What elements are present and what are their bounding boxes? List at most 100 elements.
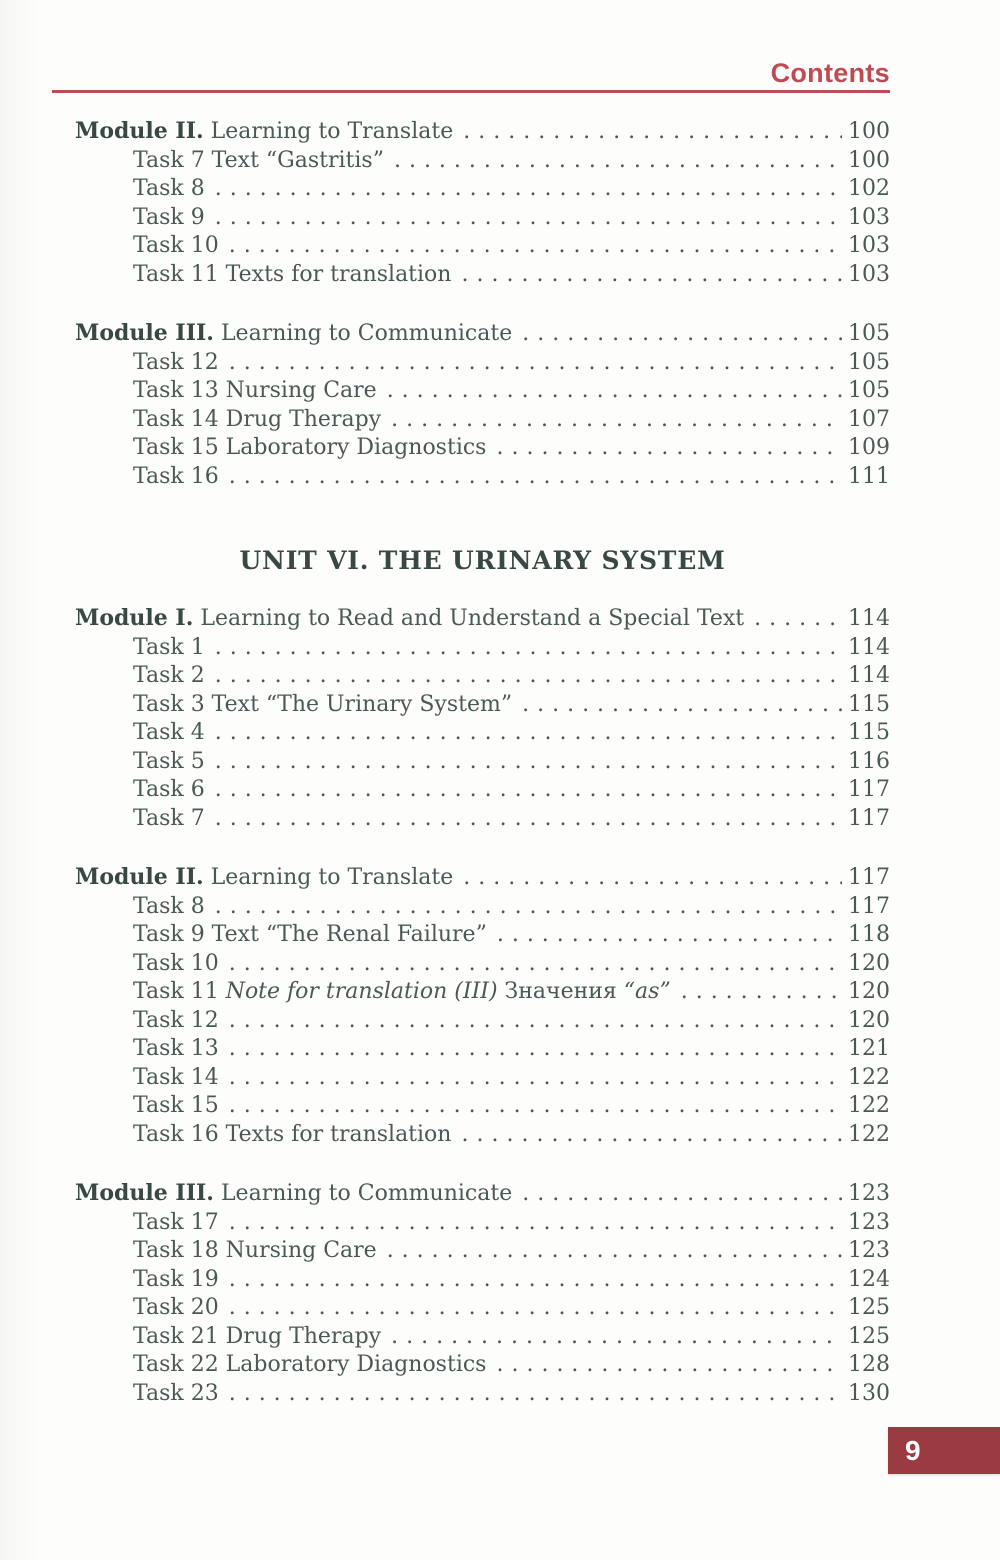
dot-leader <box>229 1380 842 1409</box>
module-entry: Module III. Learning to Communicate 123 <box>75 1179 890 1209</box>
entry-label: Task 8 <box>133 176 205 201</box>
dot-leader <box>215 805 842 834</box>
entry-label: Task 10 <box>133 233 219 258</box>
entry-label: Task 3 Text “The Urinary System” <box>133 691 513 717</box>
dot-leader <box>229 950 842 979</box>
dot-leader <box>215 776 842 805</box>
entry-page-number: 103 <box>848 261 890 287</box>
task-entry: Task 21 Drug Therapy 125 <box>75 1323 890 1352</box>
dot-leader <box>215 634 842 663</box>
entry-page-number: 128 <box>848 1352 890 1377</box>
entry-label: Task 15 Laboratory Diagnostics <box>133 435 487 460</box>
entry-page-number: 117 <box>848 893 890 919</box>
dot-leader <box>522 1180 842 1209</box>
entry-page-number: 115 <box>848 691 890 717</box>
page-number: 9 <box>905 1434 921 1466</box>
dot-leader <box>394 147 842 176</box>
entry-page-number: 124 <box>848 1266 890 1292</box>
entry-page-number: 122 <box>848 1093 890 1118</box>
toc-section: Module II. Learning to Translate117Task … <box>75 863 890 1149</box>
entry-page-number: 114 <box>848 634 890 660</box>
entry-label: Task 7 Text “Gastritis” <box>133 147 384 173</box>
unit-heading: UNIT VI. THE URINARY SYSTEM <box>239 546 726 575</box>
entry-page-number: 103 <box>848 204 890 230</box>
entry-label: Task 11 Texts for translation <box>133 261 452 287</box>
task-entry: Task 17 123 <box>75 1209 890 1238</box>
dot-leader <box>496 434 842 463</box>
task-entry: Task 12 120 <box>75 1007 890 1036</box>
entry-page-number: 105 <box>848 378 890 403</box>
dot-leader <box>215 893 842 922</box>
entry-page-number: 116 <box>848 748 890 774</box>
dot-leader <box>229 463 842 492</box>
entry-label: Task 8 <box>133 893 205 919</box>
page-number-badge: 9 <box>888 1427 1000 1474</box>
entry-label: Task 17 <box>133 1209 219 1235</box>
entry-label: Task 18 Nursing Care <box>133 1238 377 1263</box>
entry-label: Task 10 <box>133 950 219 976</box>
dot-leader <box>463 118 842 147</box>
dot-leader <box>229 1294 842 1323</box>
module-entry: Module I. Learning to Read and Understan… <box>75 604 890 634</box>
entry-label: Module II. Learning to Translate <box>75 864 454 890</box>
entry-label: Task 7 <box>133 805 205 831</box>
dot-leader <box>229 349 842 378</box>
entry-page-number: 123 <box>848 1181 890 1206</box>
dot-leader <box>229 1064 842 1093</box>
task-entry: Task 16 111 <box>75 463 890 492</box>
dot-leader <box>229 1209 842 1238</box>
entry-label: Module III. Learning to Communicate <box>75 1180 513 1206</box>
entry-label: Task 23 <box>133 1380 219 1406</box>
task-entry: Task 10 120 <box>75 950 890 979</box>
entry-label: Module III. Learning to Communicate <box>75 320 513 346</box>
entry-page-number: 102 <box>848 176 890 201</box>
entry-page-number: 109 <box>848 435 890 460</box>
entry-label: Module I. Learning to Read and Understan… <box>75 605 745 631</box>
entry-label: Task 14 Drug Therapy <box>133 406 382 432</box>
dot-leader <box>387 1237 842 1266</box>
entry-label: Task 1 <box>133 634 205 660</box>
dot-leader <box>461 1121 842 1150</box>
task-entry: Task 10 103 <box>75 232 890 261</box>
entry-page-number: 123 <box>848 1209 890 1235</box>
entry-page-number: 122 <box>848 1064 890 1090</box>
dot-leader <box>229 1035 842 1064</box>
dot-leader <box>215 175 842 204</box>
task-entry: Task 7 Text “Gastritis” 100 <box>75 147 890 176</box>
task-entry: Task 12 105 <box>75 349 890 378</box>
entry-label: Task 12 <box>133 1007 219 1033</box>
dot-leader <box>463 864 842 893</box>
dot-leader <box>461 261 842 290</box>
entry-page-number: 117 <box>848 777 890 802</box>
task-entry: Task 8 117 <box>75 893 890 922</box>
entry-page-number: 117 <box>848 805 890 831</box>
module-entry: Module III. Learning to Communicate 105 <box>75 319 890 349</box>
task-entry: Task 8 102 <box>75 175 890 204</box>
task-entry: Task 20 125 <box>75 1294 890 1323</box>
entry-label: Task 13 <box>133 1036 219 1061</box>
task-entry: Task 2 114 <box>75 662 890 691</box>
dot-leader <box>229 1266 842 1295</box>
task-entry: Task 13 121 <box>75 1035 890 1064</box>
entry-label: Task 4 <box>133 720 205 745</box>
toc-section: Module I. Learning to Read and Understan… <box>75 604 890 833</box>
entry-page-number: 120 <box>848 950 890 976</box>
entry-page-number: 100 <box>848 147 890 173</box>
entry-label: Task 2 <box>133 663 205 688</box>
dot-leader <box>522 691 842 720</box>
entry-label: Task 16 Texts for translation <box>133 1121 452 1147</box>
dot-leader <box>215 748 842 777</box>
entry-page-number: 114 <box>848 663 890 688</box>
task-entry: Task 15 122 <box>75 1092 890 1121</box>
dot-leader <box>681 978 842 1007</box>
task-entry: Task 11 Texts for translation 103 <box>75 261 890 290</box>
entry-page-number: 117 <box>848 865 890 890</box>
entry-page-number: 107 <box>848 406 890 432</box>
entry-label: Module II. Learning to Translate <box>75 118 454 144</box>
task-entry: Task 7 117 <box>75 805 890 834</box>
dot-leader <box>522 320 842 349</box>
header-rule <box>52 90 890 93</box>
toc: Module II. Learning to Translate100Task … <box>75 117 890 1408</box>
task-entry: Task 13 Nursing Care 105 <box>75 377 890 406</box>
task-entry: Task 11 Note for translation (III) Значе… <box>75 978 890 1007</box>
